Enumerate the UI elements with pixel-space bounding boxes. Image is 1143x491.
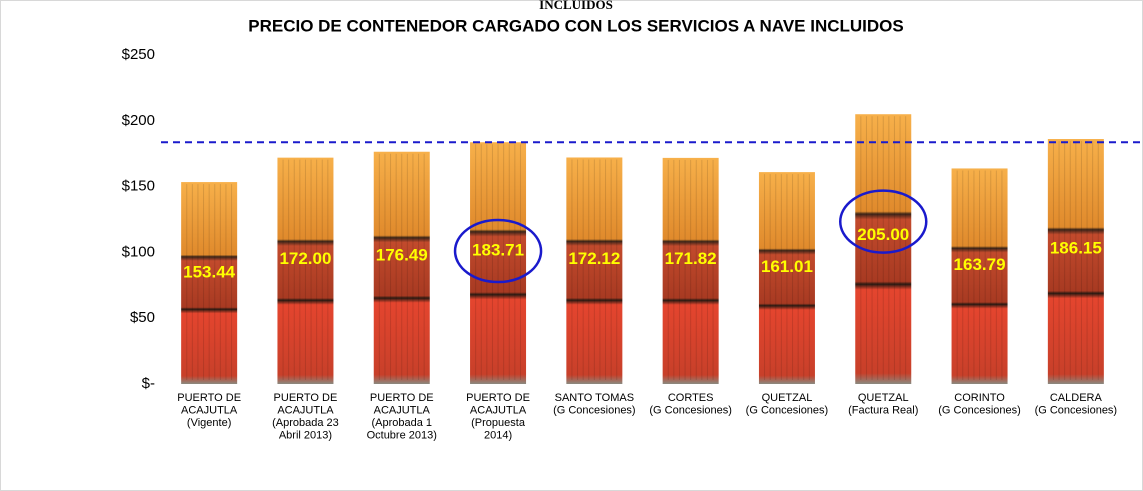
y-tick-label: $200 bbox=[122, 112, 155, 129]
x-tick-label: ACAJUTLA bbox=[374, 404, 431, 416]
x-tick-label: PUERTO DE bbox=[370, 392, 434, 404]
x-tick-label: CALDERA bbox=[1050, 392, 1103, 404]
y-tick-label: $- bbox=[142, 375, 155, 392]
x-tick-label: (Aprobada 23 bbox=[272, 417, 339, 429]
y-tick-label: $250 bbox=[122, 46, 155, 63]
x-tick-label: (G Concesiones) bbox=[938, 404, 1021, 416]
x-tick-label: QUETZAL bbox=[858, 392, 909, 404]
x-tick-label: CORINTO bbox=[954, 392, 1005, 404]
value-label: 163.79 bbox=[954, 255, 1006, 274]
value-label: 176.49 bbox=[376, 246, 428, 265]
value-label: 172.12 bbox=[568, 249, 620, 268]
x-tick-label: PUERTO DE bbox=[466, 392, 530, 404]
x-tick-label: Abril 2013) bbox=[279, 429, 332, 441]
y-tick-label: $50 bbox=[130, 309, 155, 326]
x-tick-label: 2014) bbox=[484, 429, 512, 441]
value-label: 205.00 bbox=[857, 225, 909, 244]
x-tick-label: SANTO TOMAS bbox=[555, 392, 634, 404]
value-label: 183.71 bbox=[472, 241, 524, 260]
x-tick-label: CORTES bbox=[668, 392, 714, 404]
value-label: 186.15 bbox=[1050, 239, 1102, 258]
x-tick-label: (Aprobada 1 bbox=[371, 417, 432, 429]
x-tick-label: (Vigente) bbox=[187, 417, 231, 429]
y-tick-label: $100 bbox=[122, 243, 155, 260]
x-tick-label: (G Concesiones) bbox=[746, 404, 829, 416]
top-fragment: INCLUIDOS bbox=[539, 0, 613, 12]
x-tick-label: ACAJUTLA bbox=[277, 404, 334, 416]
x-tick-label: ACAJUTLA bbox=[470, 404, 527, 416]
chart-title: PRECIO DE CONTENEDOR CARGADO CON LOS SER… bbox=[248, 16, 904, 35]
x-tick-label: (Propuesta bbox=[471, 417, 526, 429]
x-tick-label: QUETZAL bbox=[762, 392, 813, 404]
x-tick-label: PUERTO DE bbox=[177, 392, 241, 404]
x-tick-label: Octubre 2013) bbox=[367, 429, 437, 441]
x-tick-label: (G Concesiones) bbox=[1035, 404, 1118, 416]
value-label: 161.01 bbox=[761, 257, 813, 276]
x-tick-label: (G Concesiones) bbox=[649, 404, 732, 416]
x-tick-label: (G Concesiones) bbox=[553, 404, 636, 416]
x-tick-label: (Factura Real) bbox=[848, 404, 918, 416]
value-label: 172.00 bbox=[279, 249, 331, 268]
value-label: 171.82 bbox=[665, 249, 717, 268]
x-tick-label: PUERTO DE bbox=[274, 392, 338, 404]
x-tick-label: ACAJUTLA bbox=[181, 404, 238, 416]
y-tick-label: $150 bbox=[122, 178, 155, 195]
value-label: 153.44 bbox=[183, 262, 236, 281]
chart: INCLUIDOS PRECIO DE CONTENEDOR CARGADO C… bbox=[0, 0, 1143, 491]
